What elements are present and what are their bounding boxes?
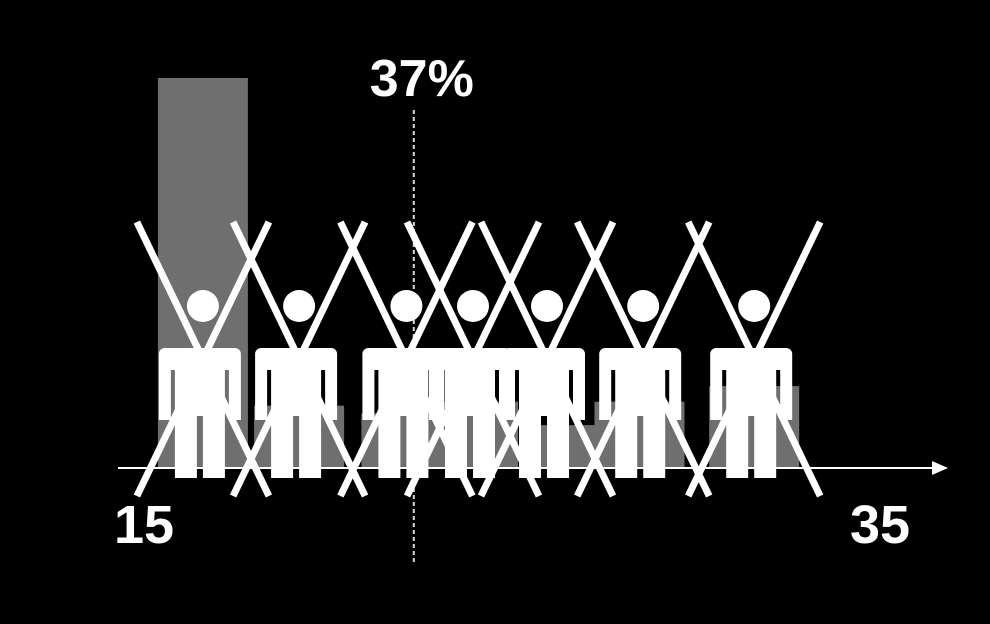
person-head: [531, 290, 563, 322]
person-head: [187, 290, 219, 322]
person-head: [457, 290, 489, 322]
person-head: [283, 290, 315, 322]
person-head: [627, 290, 659, 322]
x-axis-start-label: 15: [114, 495, 174, 555]
marker-label: 37%: [370, 50, 474, 108]
x-axis-end-label: 35: [850, 495, 910, 555]
x-axis-arrow: [932, 461, 948, 475]
person-head: [390, 290, 422, 322]
person-head: [738, 290, 770, 322]
